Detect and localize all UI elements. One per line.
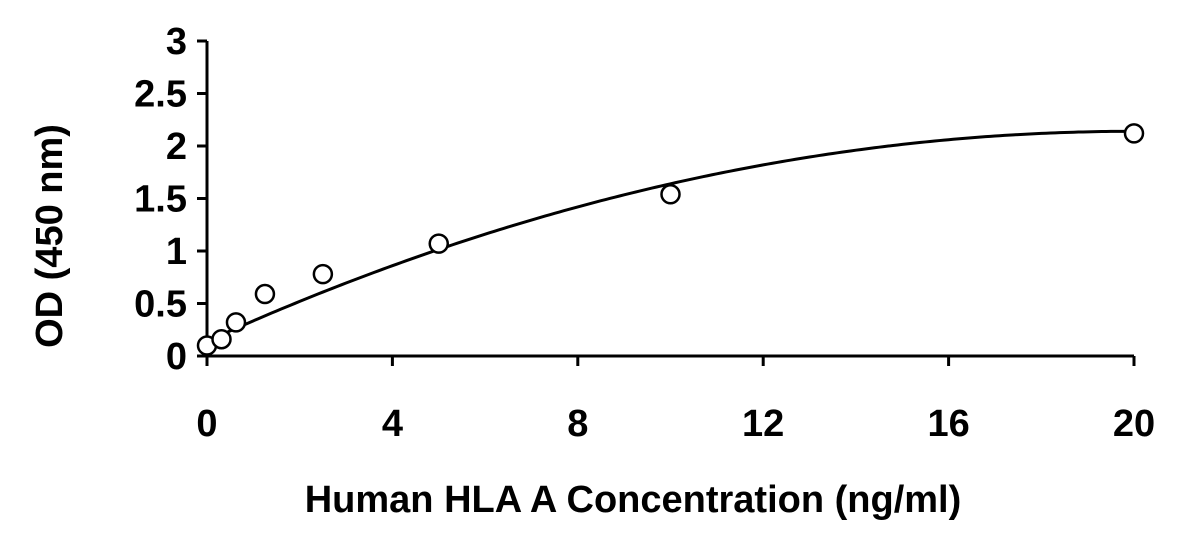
- x-tick-label-2: 8: [567, 403, 588, 445]
- y-tick-label-0: 0: [166, 336, 187, 378]
- y-tick-label-3: 1.5: [134, 179, 187, 221]
- y-tick-label-4: 2: [166, 126, 187, 168]
- data-point-2: [225, 312, 247, 333]
- data-points: [196, 123, 1145, 356]
- x-tick-label-3: 12: [742, 403, 784, 445]
- y-ticks: 0 0.5 1 1.5 2 2.5 3: [134, 21, 207, 378]
- data-point-5: [428, 233, 449, 254]
- fit-curve-line: [206, 129, 1135, 343]
- data-point-1: [211, 328, 232, 350]
- x-axis-title: Human HLA A Concentration (ng/ml): [305, 479, 962, 521]
- x-axis: 0 4 8 12 16 20: [196, 354, 1155, 445]
- data-point-3: [254, 283, 276, 305]
- y-tick-label-6: 3: [166, 21, 187, 63]
- data-point-6: [660, 184, 681, 205]
- data-point-4: [312, 263, 334, 285]
- x-tick-label-5: 20: [1113, 403, 1155, 445]
- y-tick-label-2: 1: [166, 231, 187, 273]
- y-tick-label-5: 2.5: [134, 74, 187, 116]
- x-tick-label-4: 16: [927, 403, 969, 445]
- x-tick-label-0: 0: [196, 403, 217, 445]
- y-tick-label-1: 0.5: [134, 284, 187, 326]
- x-ticks: 0 4 8 12 16 20: [196, 356, 1155, 445]
- data-point-7: [1123, 123, 1145, 144]
- y-axis: 0 0.5 1 1.5 2 2.5 3: [134, 21, 209, 378]
- y-axis-title: OD (450 nm): [29, 124, 71, 348]
- x-tick-label-1: 4: [382, 403, 403, 445]
